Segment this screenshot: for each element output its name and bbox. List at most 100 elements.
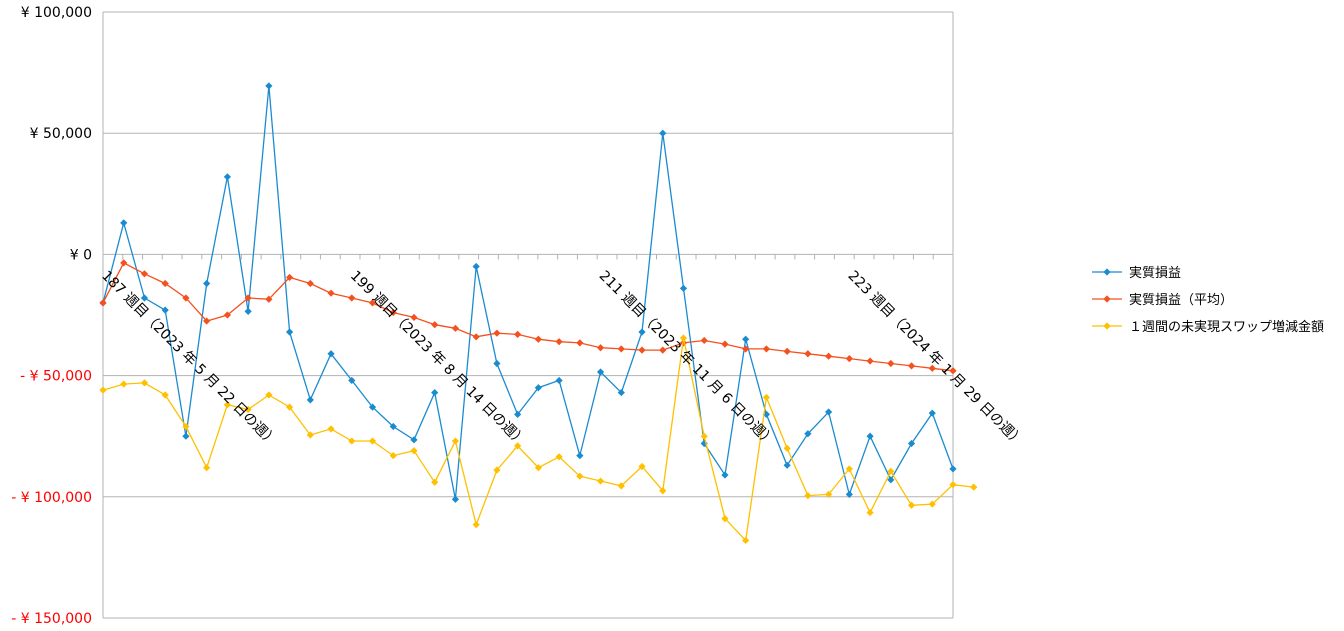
data-point bbox=[493, 466, 501, 474]
data-point bbox=[555, 376, 563, 385]
data-point bbox=[285, 403, 294, 411]
legend-item[interactable]: 実質損益 bbox=[1092, 265, 1181, 281]
data-point bbox=[783, 347, 791, 355]
data-point bbox=[576, 472, 584, 480]
data-point bbox=[700, 439, 708, 448]
data-point bbox=[928, 500, 936, 508]
data-point bbox=[928, 409, 936, 417]
data-point bbox=[493, 329, 501, 337]
data-point bbox=[472, 521, 480, 529]
data-point bbox=[410, 447, 418, 455]
series-2 bbox=[99, 334, 978, 545]
data-point bbox=[907, 362, 916, 370]
data-point bbox=[659, 129, 667, 137]
legend-marker bbox=[1103, 268, 1111, 276]
data-point bbox=[451, 324, 460, 332]
data-point bbox=[659, 487, 667, 495]
data-point bbox=[970, 483, 978, 491]
data-point bbox=[534, 335, 542, 343]
data-point bbox=[907, 501, 916, 509]
data-point bbox=[555, 453, 563, 461]
data-point bbox=[721, 515, 729, 523]
data-point bbox=[99, 386, 107, 394]
data-point bbox=[907, 439, 916, 448]
data-point bbox=[887, 476, 895, 484]
data-point bbox=[223, 401, 231, 409]
data-point bbox=[762, 345, 771, 353]
data-point bbox=[120, 219, 128, 227]
data-point bbox=[638, 328, 646, 336]
data-point bbox=[203, 317, 211, 325]
data-point bbox=[203, 279, 211, 288]
data-point bbox=[306, 279, 314, 288]
data-point bbox=[348, 294, 356, 302]
data-point bbox=[638, 346, 646, 354]
data-point bbox=[368, 299, 377, 307]
data-point bbox=[804, 350, 812, 358]
data-point bbox=[887, 359, 895, 368]
x-tick-label: 187 週目（2023 年 5 月 22 日の週） bbox=[98, 268, 280, 450]
data-point bbox=[120, 259, 128, 267]
data-point bbox=[140, 294, 149, 302]
data-point bbox=[534, 384, 542, 392]
data-point bbox=[742, 345, 750, 353]
data-point bbox=[596, 477, 605, 485]
data-point bbox=[555, 338, 563, 346]
data-point bbox=[285, 328, 294, 336]
data-point bbox=[327, 289, 335, 297]
data-point bbox=[638, 462, 646, 471]
legend-item[interactable]: １週間の未実現スワップ増減金額 bbox=[1092, 319, 1324, 335]
series-0 bbox=[99, 82, 957, 503]
y-axis: ¥ 100,000 ¥ 50,000 ¥ 0 - ¥ 50,000 - ¥ 100,00… bbox=[11, 5, 92, 627]
data-point bbox=[576, 451, 584, 460]
data-point bbox=[99, 299, 107, 307]
data-point bbox=[306, 396, 314, 404]
series-line bbox=[102, 85, 954, 500]
data-point bbox=[825, 408, 833, 416]
data-point bbox=[161, 306, 169, 314]
data-point bbox=[182, 432, 190, 440]
data-point bbox=[721, 471, 729, 479]
plot-area bbox=[99, 82, 978, 545]
data-point bbox=[348, 437, 356, 445]
data-point bbox=[368, 403, 377, 411]
data-point bbox=[389, 451, 397, 460]
data-point bbox=[617, 482, 625, 490]
data-point bbox=[514, 442, 522, 450]
data-point bbox=[762, 410, 771, 418]
data-point bbox=[659, 346, 667, 354]
data-point bbox=[825, 490, 833, 498]
data-point bbox=[451, 437, 460, 445]
data-point bbox=[431, 478, 439, 486]
y-tick-label: ¥ 0 bbox=[70, 247, 92, 263]
data-point bbox=[285, 273, 294, 282]
data-point bbox=[265, 391, 273, 399]
data-point bbox=[783, 444, 791, 452]
data-point bbox=[327, 350, 335, 358]
x-tick-labels: 187 週目（2023 年 5 月 22 日の週） 199 週目（2023 年 8… bbox=[98, 268, 1027, 450]
x-axis bbox=[102, 254, 954, 260]
legend-item[interactable]: 実質損益（平均） bbox=[1092, 292, 1233, 308]
data-point bbox=[306, 431, 314, 439]
data-point bbox=[348, 376, 356, 385]
data-point bbox=[223, 311, 231, 319]
data-point bbox=[120, 380, 128, 388]
data-point bbox=[949, 367, 957, 375]
data-point bbox=[845, 355, 853, 363]
data-point bbox=[679, 334, 688, 342]
data-point bbox=[949, 465, 957, 473]
data-point bbox=[825, 352, 833, 360]
data-point bbox=[244, 405, 252, 414]
data-point bbox=[161, 391, 169, 399]
data-point bbox=[783, 461, 791, 469]
y-tick-label: - ¥ 100,000 bbox=[11, 490, 92, 506]
data-point bbox=[431, 321, 439, 329]
data-point bbox=[472, 262, 480, 271]
data-point bbox=[389, 422, 397, 431]
data-point bbox=[617, 388, 625, 397]
legend-label: 実質損益（平均） bbox=[1129, 292, 1233, 308]
data-point bbox=[804, 491, 812, 500]
data-point bbox=[223, 173, 231, 181]
